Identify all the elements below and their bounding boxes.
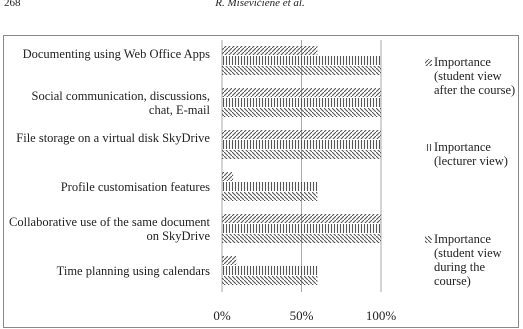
bar xyxy=(222,98,381,107)
legend-label: Importance (lecturer view) xyxy=(434,140,508,168)
bar xyxy=(222,56,381,65)
bar xyxy=(222,66,381,75)
category-label: Collaborative use of the same document o… xyxy=(9,215,210,243)
x-tick-label: 0% xyxy=(213,308,231,323)
category-label: Documenting using Web Office Apps xyxy=(22,47,210,61)
page-authors: R. Misevičienė et al. xyxy=(215,0,305,9)
legend-label: Importance (student view after the cours… xyxy=(434,55,516,97)
chart-frame xyxy=(3,35,519,328)
bar xyxy=(222,234,381,243)
category-label: Social communication, discussions, chat,… xyxy=(31,89,210,117)
legend-label: Importance (student view during the cour… xyxy=(434,232,502,288)
bar xyxy=(222,172,234,181)
legend-swatch xyxy=(425,144,432,151)
category-label: Time planning using calendars xyxy=(56,264,210,278)
page-number: 268 xyxy=(4,0,21,9)
x-tick-label: 50% xyxy=(289,308,314,323)
category-label: File storage on a virtual disk SkyDrive xyxy=(16,131,210,145)
bar xyxy=(222,140,381,149)
bar xyxy=(222,214,381,223)
bar xyxy=(222,256,237,265)
bar xyxy=(222,276,318,285)
bar xyxy=(222,150,381,159)
bar xyxy=(222,192,318,201)
bar xyxy=(222,224,381,233)
category-label: Profile customisation features xyxy=(60,180,210,194)
bar xyxy=(222,108,381,117)
bar xyxy=(222,266,318,275)
bar xyxy=(222,130,381,139)
x-tick-label: 100% xyxy=(365,308,397,323)
legend-swatch xyxy=(425,236,432,243)
legend-swatch xyxy=(425,59,432,66)
bar xyxy=(222,182,318,191)
bar xyxy=(222,88,381,97)
bar xyxy=(222,46,318,55)
